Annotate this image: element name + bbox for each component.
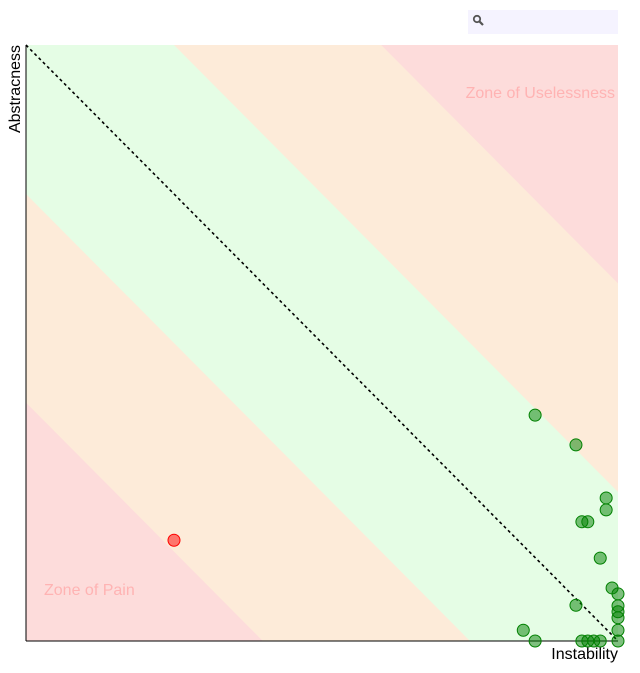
search-box[interactable]: [468, 10, 618, 34]
x-axis-label: Instability: [551, 646, 618, 663]
point: [611, 611, 625, 625]
point: [516, 623, 530, 637]
main-sequence: [25, 44, 619, 642]
point: [599, 503, 613, 517]
point: [569, 598, 583, 612]
point: [528, 634, 542, 648]
point: [593, 551, 607, 565]
point: [593, 634, 607, 648]
point: [611, 587, 625, 601]
point: [611, 634, 625, 648]
zone-label: Zone of Uselessness: [466, 85, 615, 102]
zone-label: Zone of Pain: [44, 582, 135, 599]
point: [528, 408, 542, 422]
point: [611, 623, 625, 637]
point: [569, 438, 583, 452]
point: [581, 515, 595, 529]
point: [167, 533, 181, 547]
y-axis-label: Abstracness: [7, 45, 24, 133]
point: [599, 491, 613, 505]
